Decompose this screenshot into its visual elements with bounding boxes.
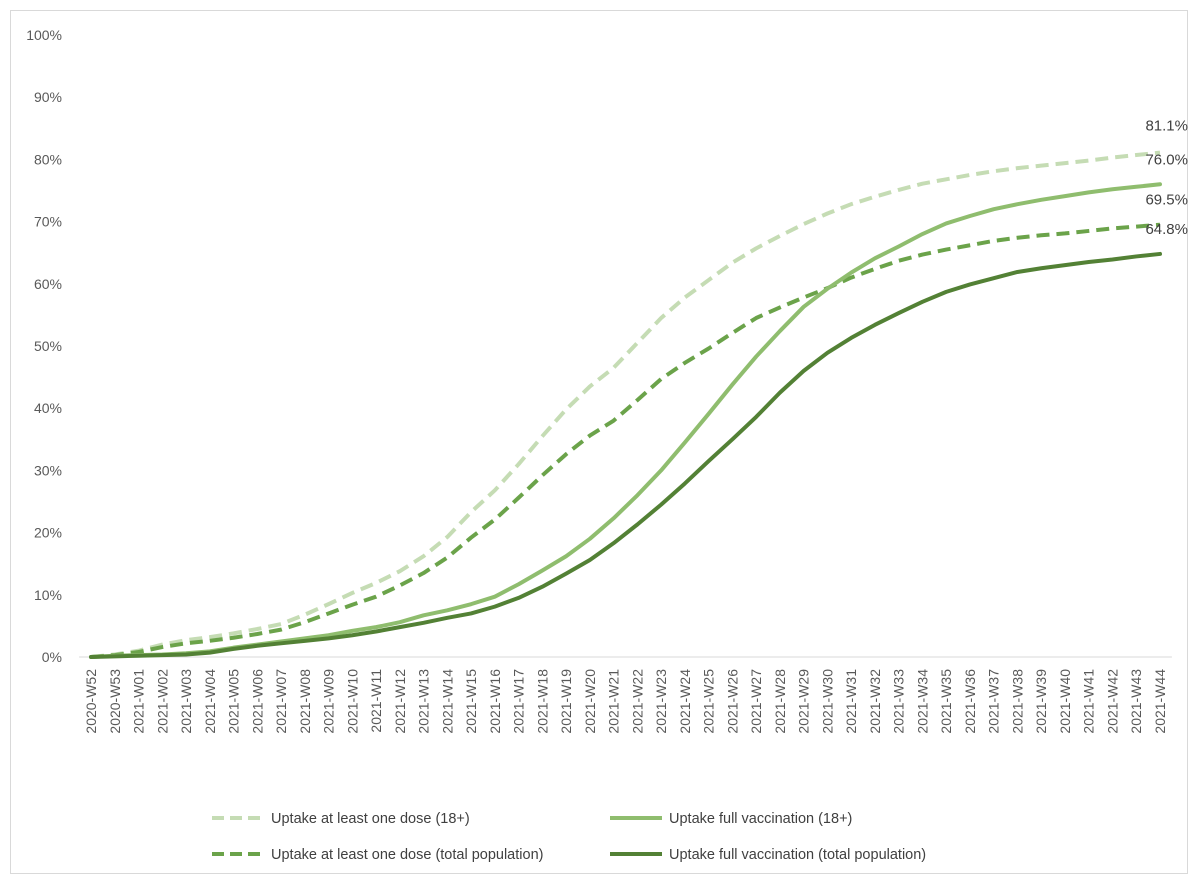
x-tick-label: 2021-W38 (1009, 669, 1025, 734)
x-tick-label: 2021-W09 (321, 669, 337, 734)
x-tick-label: 2021-W43 (1128, 669, 1144, 734)
x-tick-label: 2021-W05 (226, 669, 242, 734)
x-axis: 2020-W52 2020-W53 2021-W01 2021-W02 2021-W03… (79, 656, 1172, 734)
end-data-label-1: 76.0% (1145, 151, 1188, 168)
x-tick-label: 2021-W27 (748, 669, 764, 734)
x-tick-label: 2021-W26 (724, 669, 740, 734)
chart-frame (10, 10, 1188, 874)
x-tick-label: 2021-W24 (677, 669, 693, 734)
x-tick-label: 2021-W13 (416, 669, 432, 734)
x-tick-label: 2021-W23 (653, 669, 669, 734)
x-tick-label: 2021-W17 (511, 669, 527, 734)
x-tick-label: 2021-W01 (131, 669, 147, 734)
x-tick-label: 2021-W29 (796, 669, 812, 734)
x-tick-label: 2021-W41 (1081, 669, 1097, 734)
x-tick-label: 2021-W37 (986, 669, 1002, 734)
y-tick-label: 40% (34, 400, 62, 416)
x-tick-label: 2021-W06 (249, 669, 265, 734)
x-tick-label: 2021-W11 (368, 669, 384, 733)
x-tick-label: 2021-W08 (297, 669, 313, 734)
x-tick-label: 2021-W44 (1152, 669, 1168, 734)
x-tick-label: 2021-W34 (914, 669, 930, 734)
legend-label-1: Uptake full vaccination (18+) (669, 811, 852, 827)
x-tick-label: 2021-W19 (558, 669, 574, 734)
x-tick-label: 2021-W04 (202, 669, 218, 734)
x-tick-label: 2021-W18 (534, 669, 550, 734)
end-data-label-3: 64.8% (1145, 221, 1188, 238)
y-tick-label: 30% (34, 462, 62, 478)
x-tick-label: 2021-W25 (701, 669, 717, 734)
legend-label-0: Uptake at least one dose (18+) (271, 811, 470, 827)
x-tick-label: 2021-W39 (1033, 669, 1049, 734)
x-tick-label: 2021-W03 (178, 669, 194, 734)
x-tick-label: 2021-W40 (1057, 669, 1073, 734)
x-tick-label: 2021-W32 (867, 669, 883, 734)
y-tick-label: 60% (34, 276, 62, 292)
x-tick-label: 2020-W52 (83, 669, 99, 734)
x-tick-label: 2021-W31 (843, 669, 859, 734)
x-tick-label: 2021-W36 (962, 669, 978, 734)
series-line-0 (90, 150, 1161, 659)
x-tick-label: 2021-W22 (629, 669, 645, 734)
x-tick-label: 2021-W07 (273, 669, 289, 734)
x-tick-label: 2021-W42 (1104, 669, 1120, 734)
x-tick-label: 2021-W28 (772, 669, 788, 734)
y-tick-label: 80% (34, 151, 62, 167)
x-tick-label: 2021-W33 (891, 669, 907, 734)
end-data-label-0: 81.1% (1145, 118, 1188, 135)
end-labels: 81.1% 76.0% 69.5% 64.8% (1145, 118, 1188, 238)
x-tick-label: 2021-W30 (819, 669, 835, 734)
legend: Uptake at least one dose (18+) Uptake ful… (212, 811, 926, 863)
x-tick-label: 2021-W16 (487, 669, 503, 734)
series-line-1 (89, 182, 1162, 659)
x-tick-label: 2021-W21 (606, 669, 622, 734)
y-tick-label: 100% (26, 27, 62, 43)
legend-label-3: Uptake full vaccination (total populatio… (669, 847, 926, 863)
x-tick-label: 2021-W12 (392, 669, 408, 734)
y-tick-label: 0% (42, 649, 62, 665)
x-tick-label: 2020-W53 (107, 669, 123, 734)
y-tick-label: 50% (34, 338, 62, 354)
y-tick-label: 70% (34, 214, 62, 230)
x-tick-label: 2021-W15 (463, 669, 479, 734)
y-tick-label: 90% (34, 89, 62, 105)
end-data-label-2: 69.5% (1145, 192, 1188, 209)
series-lines (89, 150, 1162, 659)
x-tick-label: 2021-W02 (154, 669, 170, 734)
y-tick-label: 20% (34, 525, 62, 541)
x-tick-label: 2021-W35 (938, 669, 954, 734)
x-tick-label: 2021-W20 (582, 669, 598, 734)
y-axis: 0% 10% 20% 30% 40% 50% 60% 70% 80% 90% 100% (26, 27, 62, 665)
x-tick-label: 2021-W10 (344, 669, 360, 734)
legend-label-2: Uptake at least one dose (total populati… (271, 847, 543, 863)
y-tick-label: 10% (34, 587, 62, 603)
series-line-3 (89, 251, 1162, 659)
x-tick-label: 2021-W14 (439, 669, 455, 734)
series-line-2 (90, 222, 1161, 659)
